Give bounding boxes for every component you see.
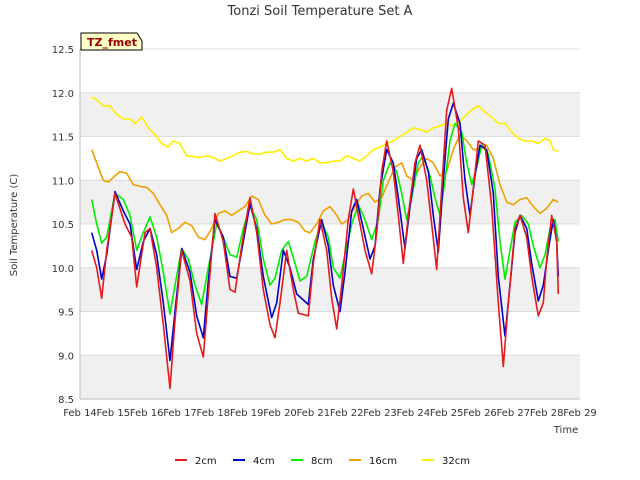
legend-item-4cm: 4cm — [233, 456, 275, 467]
badge-label: TZ_fmet — [87, 36, 137, 49]
grid-lines — [80, 48, 580, 400]
plot-band — [80, 92, 580, 137]
legend-label: 4cm — [253, 456, 275, 467]
legend-label: 8cm — [311, 456, 333, 467]
x-tick-label: Feb 26 — [463, 408, 497, 419]
x-tick-label: Feb 18 — [197, 408, 231, 419]
x-tick-label: Feb 21 — [297, 408, 331, 419]
series-layer — [90, 87, 560, 390]
legend-label: 16cm — [369, 456, 397, 467]
x-axis-label: Time — [553, 425, 578, 436]
x-tick-label: Feb 22 — [330, 408, 364, 419]
legend-label: 2cm — [195, 456, 217, 467]
x-tick-label: Feb 23 — [363, 408, 397, 419]
legend-item-8cm: 8cm — [291, 456, 333, 467]
x-tick-label: Feb 19 — [230, 408, 264, 419]
legend-item-2cm: 2cm — [175, 456, 217, 467]
y-tick-label: 10.0 — [52, 264, 74, 275]
plot-band — [80, 180, 580, 224]
series-line-4cm — [90, 102, 560, 362]
station-badge: TZ_fmet — [80, 32, 143, 51]
series-line-2cm — [90, 87, 560, 390]
series-line-8cm — [90, 122, 560, 315]
y-axis-label: Soil Temperature (C) — [9, 174, 20, 277]
x-tick-label: Feb 24 — [397, 408, 431, 419]
legend-item-32cm: 32cm — [422, 456, 470, 467]
y-tick-label: 10.5 — [52, 220, 74, 231]
x-tick-label: Feb 28 — [530, 408, 564, 419]
y-tick-label: 11.5 — [52, 133, 74, 144]
y-tick-label: 12.5 — [52, 45, 74, 56]
y-tick-label: 9.5 — [58, 308, 74, 319]
series-line-32cm — [91, 96, 559, 164]
x-tick-label: Feb 25 — [430, 408, 464, 419]
x-tick-label: Feb 15 — [97, 408, 131, 419]
x-tick-label: Feb 17 — [163, 408, 197, 419]
y-tick-label: 9.0 — [58, 351, 74, 362]
x-tick-label: Feb 27 — [497, 408, 531, 419]
plot-band — [80, 355, 580, 399]
x-tick-label: Feb 16 — [130, 408, 164, 419]
x-tick-label: Feb 20 — [263, 408, 297, 419]
legend: 2cm 4cm 8cm 16cm 32cm — [175, 456, 470, 467]
x-tick-label: Feb 29 — [563, 408, 597, 419]
axes — [79, 49, 580, 400]
legend-item-16cm: 16cm — [349, 456, 397, 467]
x-tick-label: Feb 14 — [63, 408, 97, 419]
badge-box — [80, 32, 143, 51]
legend-label: 32cm — [442, 456, 470, 467]
chart-title: Tonzi Soil Temperature Set A — [227, 4, 413, 19]
y-tick-label: 11.0 — [52, 176, 74, 187]
y-tick-label: 12.0 — [52, 89, 74, 100]
y-tick-label: 8.5 — [58, 395, 74, 406]
